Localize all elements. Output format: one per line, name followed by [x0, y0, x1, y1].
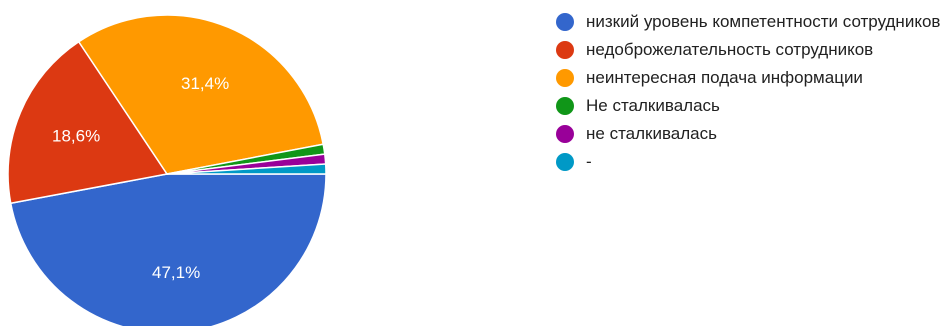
- chart-legend: низкий уровень компетентности сотруднико…: [556, 10, 946, 178]
- legend-label: не сталкивалась: [586, 124, 717, 143]
- slice-value-label: 18,6%: [52, 127, 100, 146]
- legend-item[interactable]: неинтересная подача информации: [556, 66, 946, 90]
- legend-label: Не сталкивалась: [586, 96, 720, 115]
- pie-slice[interactable]: [7, 40, 169, 205]
- legend-swatch-icon: [556, 41, 574, 59]
- legend-swatch-icon: [556, 125, 574, 143]
- legend-swatch-icon: [556, 13, 574, 31]
- legend-item[interactable]: недоброжелательность сотрудников: [556, 38, 946, 62]
- legend-item[interactable]: низкий уровень компетентности сотруднико…: [556, 10, 946, 34]
- legend-label: неинтересная подача информации: [586, 68, 863, 87]
- legend-swatch-icon: [556, 69, 574, 87]
- legend-label: -: [586, 152, 592, 171]
- legend-label: низкий уровень компетентности сотруднико…: [586, 12, 941, 31]
- legend-item[interactable]: Не сталкивалась: [556, 94, 946, 118]
- pie-slice[interactable]: [166, 163, 327, 175]
- pie-slice[interactable]: [77, 14, 325, 175]
- legend-label: недоброжелательность сотрудников: [586, 40, 874, 59]
- legend-item[interactable]: -: [556, 150, 946, 174]
- pie-slice[interactable]: [9, 173, 327, 326]
- slice-value-label: 47,1%: [152, 263, 200, 282]
- legend-swatch-icon: [556, 97, 574, 115]
- legend-item[interactable]: не сталкивалась: [556, 122, 946, 146]
- legend-swatch-icon: [556, 153, 574, 171]
- pie-chart: 47,1% 18,6% 31,4%: [7, 14, 327, 326]
- slice-value-label: 31,4%: [181, 74, 229, 93]
